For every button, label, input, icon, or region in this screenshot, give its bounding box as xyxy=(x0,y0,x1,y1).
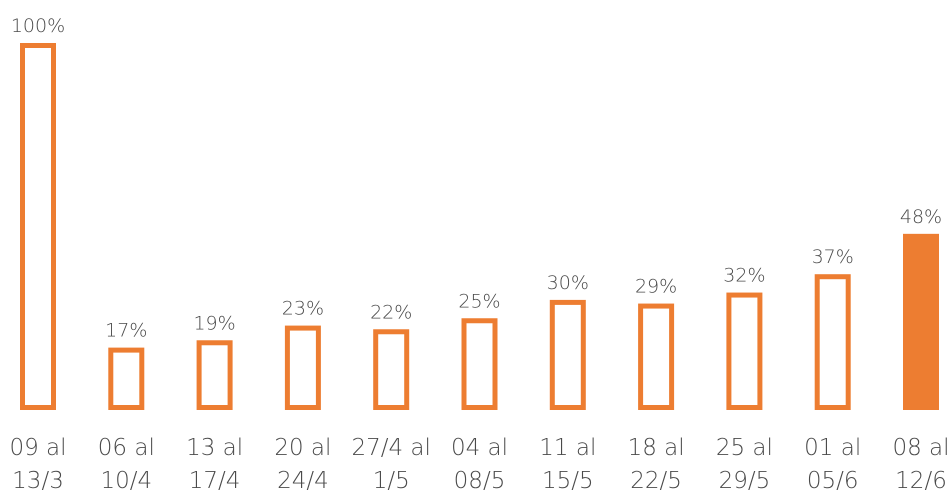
bar xyxy=(20,43,56,410)
category-tick-label: 18 al xyxy=(628,435,685,461)
category-tick-label: 08 al xyxy=(892,435,949,461)
category-tick-label: 13/3 xyxy=(12,468,64,494)
category-tick-label: 24/4 xyxy=(277,468,329,494)
bar-value-label: 17% xyxy=(105,320,147,342)
bar xyxy=(638,303,675,411)
bar-value-label: 30% xyxy=(547,272,589,294)
category-tick-label: 1/5 xyxy=(373,468,410,494)
bar xyxy=(903,233,939,410)
category-tick-label: 05/6 xyxy=(807,468,859,494)
value-labels-group: 100% 17% 19% 23% 22% 25% 30% 29% 32% 37% 48% xyxy=(11,15,942,342)
bar-value-label: 100% xyxy=(11,15,65,37)
category-tick-label: 13 al xyxy=(186,435,243,461)
bar-value-label: 23% xyxy=(282,298,324,320)
category-tick-label: 22/5 xyxy=(630,468,682,494)
category-tick-label: 17/4 xyxy=(189,468,241,494)
bars-group xyxy=(20,43,939,411)
bar xyxy=(814,274,851,410)
category-tick-label: 27/4 al xyxy=(351,435,430,461)
category-tick-label: 08/5 xyxy=(454,468,506,494)
category-tick-label: 12/6 xyxy=(895,468,947,494)
category-tick-label: 09 al xyxy=(9,435,66,461)
bar-value-label: 32% xyxy=(723,265,765,287)
bar xyxy=(108,347,145,410)
category-tick-label: 29/5 xyxy=(719,468,771,494)
bar xyxy=(461,318,498,410)
category-tick-label: 25 al xyxy=(716,435,773,461)
bar xyxy=(284,325,321,410)
category-tick-label: 04 al xyxy=(451,435,508,461)
bar-value-label: 25% xyxy=(458,290,500,312)
bar-value-label: 37% xyxy=(812,246,854,268)
bar-value-label: 19% xyxy=(193,312,235,334)
bar xyxy=(726,292,763,410)
bar-value-label: 29% xyxy=(635,276,677,298)
category-tick-label: 06 al xyxy=(98,435,155,461)
bar-value-label: 22% xyxy=(370,301,412,323)
category-tick-label: 15/5 xyxy=(542,468,594,494)
category-tick-label: 10/4 xyxy=(100,468,152,494)
category-tick-label: 01 al xyxy=(804,435,861,461)
bar xyxy=(373,329,410,411)
bar xyxy=(549,299,586,410)
category-tick-label: 20 al xyxy=(274,435,331,461)
category-labels-group: 09 al 13/3 06 al 10/4 13 al 17/4 20 al 24/4 27/4… xyxy=(9,435,949,494)
bar-value-label: 48% xyxy=(900,206,942,228)
category-tick-label: 11 al xyxy=(539,435,596,461)
bar xyxy=(196,340,233,410)
